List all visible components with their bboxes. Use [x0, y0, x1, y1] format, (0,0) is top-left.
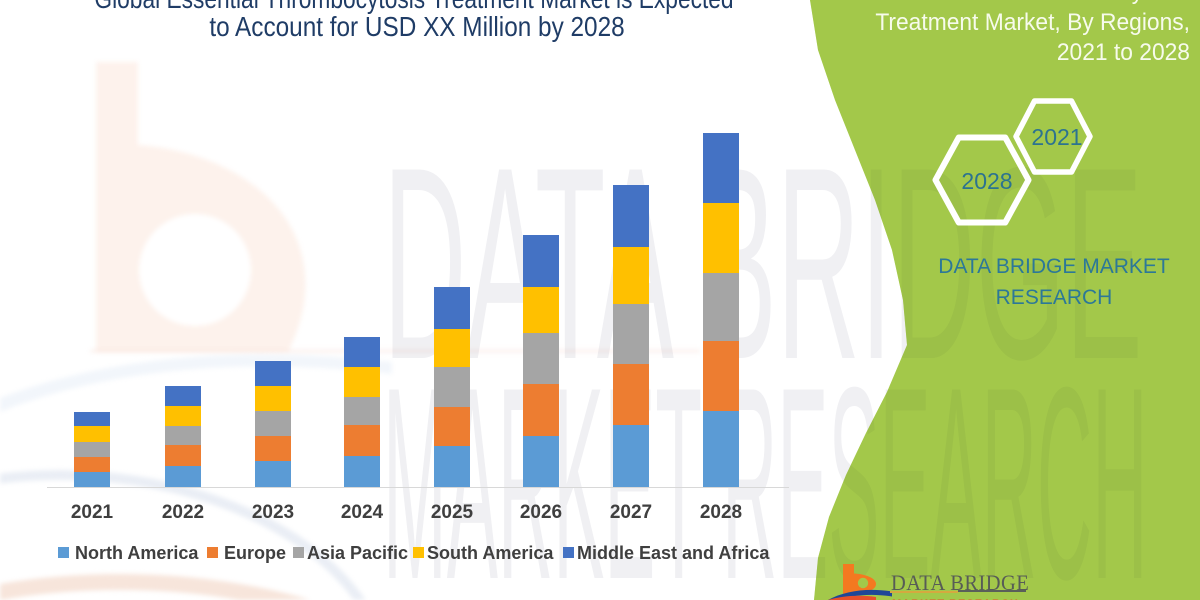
svg-text:2021: 2021 — [1031, 124, 1082, 150]
svg-text:2028: 2028 — [961, 168, 1012, 194]
svg-text:MARKET RESEARCH: MARKET RESEARCH — [383, 330, 1148, 600]
